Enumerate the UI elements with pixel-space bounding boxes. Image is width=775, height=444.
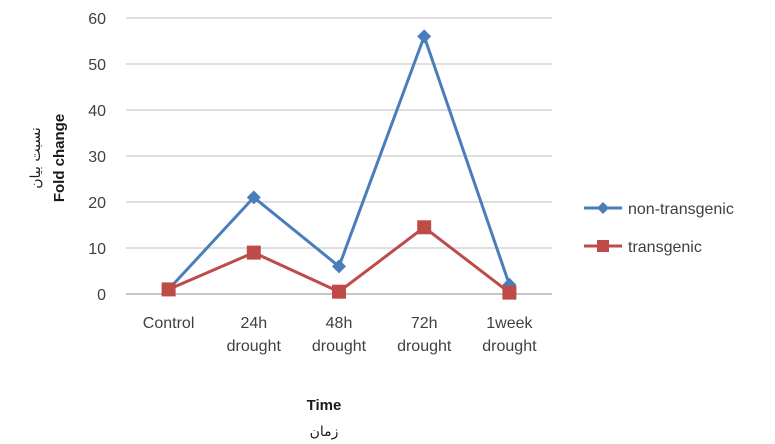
y-tick-label: 10 <box>88 241 106 258</box>
x-axis-title: Time <box>307 397 342 414</box>
x-tick-label-line: 72h <box>411 315 438 332</box>
x-tick-label-line: drought <box>312 338 367 355</box>
x-tick-label: 1week drought <box>482 315 537 355</box>
legend-label: non-transgenic <box>628 201 734 218</box>
y-tick-label: 50 <box>88 57 106 74</box>
legend-item: non-transgenic <box>584 201 734 218</box>
legend-marker-square <box>597 240 609 252</box>
data-point-square <box>417 220 432 235</box>
y-tick-label: 20 <box>88 195 106 212</box>
x-tick-label-line: 24h <box>240 315 267 332</box>
data-point-square <box>246 245 261 260</box>
x-tick-label-line: drought <box>482 338 537 355</box>
legend-item: transgenic <box>584 239 702 256</box>
legend-label: transgenic <box>628 239 702 256</box>
x-tick-label: 24h drought <box>227 315 282 355</box>
data-point-square <box>161 282 176 297</box>
x-tick-label-line: drought <box>397 338 452 355</box>
data-point-square <box>502 285 517 300</box>
data-point-diamond <box>332 259 346 274</box>
x-tick-label: 72h drought <box>397 315 452 355</box>
x-axis-subtitle: زمان <box>310 424 339 440</box>
x-axis-ticks: Control 24hdrought48hdrought72hdrought1we… <box>143 315 537 355</box>
y-axis-subtitle: نسبت بیان <box>28 127 44 188</box>
legend-marker-diamond <box>597 202 609 214</box>
x-tick-label: 48h drought <box>312 315 367 355</box>
legend: non-transgenic transgenic <box>584 201 734 256</box>
y-tick-label: 30 <box>88 149 106 166</box>
y-axis-ticks: 0 10 20 30 40 50 60 <box>88 11 106 304</box>
y-tick-label: 40 <box>88 103 106 120</box>
y-axis-title: Fold change <box>51 114 68 202</box>
data-point-diamond <box>417 29 432 44</box>
data-point-square <box>332 284 346 299</box>
x-tick-label-line: drought <box>227 338 282 355</box>
x-tick-label-line: 48h <box>326 315 353 332</box>
y-tick-label: 60 <box>88 11 106 28</box>
series-line <box>167 34 511 291</box>
x-tick-label-line: Control <box>143 315 195 332</box>
x-tick-label: Control <box>143 315 195 332</box>
gridlines <box>126 17 552 295</box>
x-tick-label-line: 1week <box>486 315 533 332</box>
series-lines <box>161 29 517 300</box>
data-point-diamond <box>246 190 261 205</box>
y-tick-label: 0 <box>97 287 106 304</box>
